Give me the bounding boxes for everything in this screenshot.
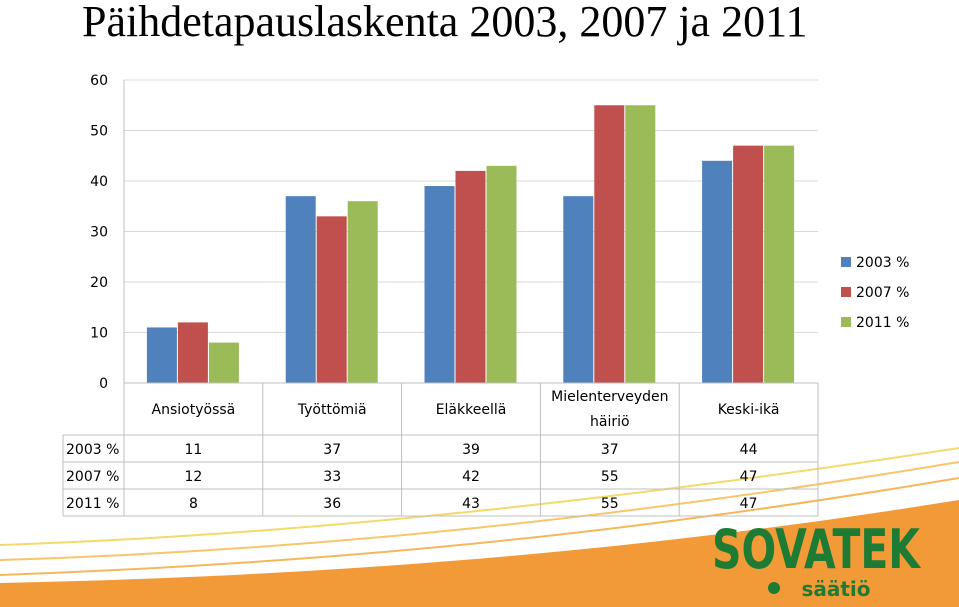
table-cell-value: 47 xyxy=(740,469,758,485)
table-cell-value: 39 xyxy=(462,442,480,458)
bar xyxy=(702,160,733,383)
bar xyxy=(764,145,795,383)
bar xyxy=(285,196,316,383)
y-tick-label: 60 xyxy=(90,73,108,89)
table-cell-value: 44 xyxy=(740,442,758,458)
y-tick-label: 20 xyxy=(90,275,108,291)
bar xyxy=(146,327,177,383)
legend-label: 2011 % xyxy=(856,315,909,331)
svg-text:SOVATEK: SOVATEK xyxy=(712,518,922,581)
y-tick-label: 40 xyxy=(90,174,108,190)
table-cell-value: 11 xyxy=(184,442,202,458)
bar xyxy=(177,322,208,383)
svg-text:säätiö: säätiö xyxy=(801,577,870,601)
bar xyxy=(594,105,625,383)
table-cell-value: 47 xyxy=(740,496,758,512)
x-category-label: Työttömiä xyxy=(297,402,367,418)
y-tick-label: 10 xyxy=(90,326,108,342)
legend-swatch xyxy=(841,287,851,297)
sovatek-logo: SOVATEK säätiö xyxy=(712,518,922,601)
table-cell-value: 42 xyxy=(462,469,480,485)
swoosh-line-1 xyxy=(0,447,959,546)
table-cell-value: 55 xyxy=(601,469,619,485)
y-tick-label: 30 xyxy=(90,225,108,241)
y-tick-label: 50 xyxy=(90,124,108,140)
legend-swatch xyxy=(841,257,851,267)
table-series-label: 2007 % xyxy=(66,469,119,485)
x-category-label: Ansiotyössä xyxy=(152,402,236,418)
bar xyxy=(208,342,239,383)
x-category-label: Eläkkeellä xyxy=(436,402,507,418)
swoosh-line-2 xyxy=(0,461,959,561)
bar xyxy=(733,145,764,383)
x-category-label: Keski-ikä xyxy=(718,402,780,418)
table-cell-value: 37 xyxy=(601,442,619,458)
table-cell-value: 43 xyxy=(462,496,480,512)
bar xyxy=(625,105,656,383)
legend-label: 2007 % xyxy=(856,285,909,301)
bar xyxy=(563,196,594,383)
legend-label: 2003 % xyxy=(856,255,909,271)
bar xyxy=(424,186,455,383)
x-category-label: Mielenterveyden häiriö xyxy=(551,389,668,430)
bar xyxy=(347,201,378,383)
bar xyxy=(316,216,347,383)
page-title: Päihdetapauslaskenta 2003, 2007 ja 2011 xyxy=(82,0,808,46)
swoosh-line-3 xyxy=(0,477,959,576)
table-cell-value: 12 xyxy=(184,469,202,485)
swoosh-band xyxy=(0,500,959,607)
y-tick-label: 0 xyxy=(99,376,108,392)
bar xyxy=(455,170,486,383)
table-cell-value: 8 xyxy=(189,496,198,512)
table-series-label: 2011 % xyxy=(66,496,119,512)
table-cell-value: 33 xyxy=(323,469,341,485)
table-series-label: 2003 % xyxy=(66,442,119,458)
table-cell-value: 55 xyxy=(601,496,619,512)
table-cell-value: 36 xyxy=(323,496,341,512)
legend-swatch xyxy=(841,317,851,327)
table-cell-value: 37 xyxy=(323,442,341,458)
bar xyxy=(486,165,517,383)
